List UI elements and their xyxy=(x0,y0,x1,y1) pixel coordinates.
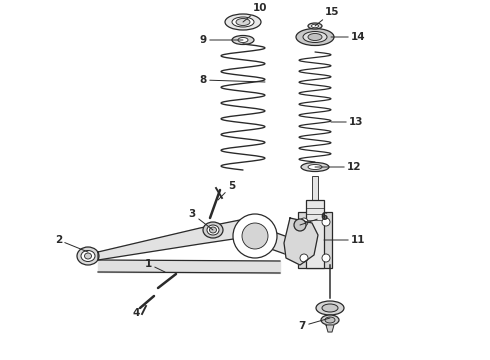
Text: 5: 5 xyxy=(218,181,235,200)
Ellipse shape xyxy=(312,24,318,28)
Ellipse shape xyxy=(203,222,223,238)
Ellipse shape xyxy=(210,227,217,233)
Ellipse shape xyxy=(77,247,99,265)
Ellipse shape xyxy=(84,253,92,259)
Bar xyxy=(306,200,324,268)
Ellipse shape xyxy=(232,36,254,45)
Text: 2: 2 xyxy=(55,235,88,252)
Text: 7: 7 xyxy=(298,318,330,331)
Circle shape xyxy=(322,254,330,262)
Circle shape xyxy=(233,214,277,258)
Ellipse shape xyxy=(303,32,327,42)
Ellipse shape xyxy=(325,317,335,323)
Ellipse shape xyxy=(232,17,254,27)
Circle shape xyxy=(300,218,308,226)
Circle shape xyxy=(294,219,306,231)
Text: 6: 6 xyxy=(300,212,327,225)
Text: 11: 11 xyxy=(324,235,366,245)
Ellipse shape xyxy=(296,28,334,45)
Ellipse shape xyxy=(308,165,322,170)
Circle shape xyxy=(300,254,308,262)
Ellipse shape xyxy=(322,304,338,312)
Bar xyxy=(312,176,318,204)
Polygon shape xyxy=(326,325,334,332)
Polygon shape xyxy=(284,218,318,265)
Ellipse shape xyxy=(236,18,250,26)
Ellipse shape xyxy=(321,315,339,325)
Text: 15: 15 xyxy=(315,7,340,26)
Text: 9: 9 xyxy=(200,35,243,45)
Text: 3: 3 xyxy=(189,209,213,230)
Circle shape xyxy=(322,218,330,226)
Bar xyxy=(298,212,332,268)
Ellipse shape xyxy=(238,37,248,42)
Ellipse shape xyxy=(308,33,322,41)
Ellipse shape xyxy=(225,14,261,30)
Text: 14: 14 xyxy=(331,32,366,42)
Text: 4: 4 xyxy=(132,302,147,318)
Ellipse shape xyxy=(81,251,95,261)
Ellipse shape xyxy=(316,301,344,315)
Text: 1: 1 xyxy=(145,259,165,272)
Text: 13: 13 xyxy=(331,117,364,127)
Text: 8: 8 xyxy=(200,75,265,85)
Ellipse shape xyxy=(308,23,322,29)
Circle shape xyxy=(242,223,268,249)
Ellipse shape xyxy=(207,225,219,235)
Text: 10: 10 xyxy=(243,3,268,22)
Polygon shape xyxy=(98,220,295,260)
Ellipse shape xyxy=(301,162,329,171)
Text: 12: 12 xyxy=(315,162,362,172)
